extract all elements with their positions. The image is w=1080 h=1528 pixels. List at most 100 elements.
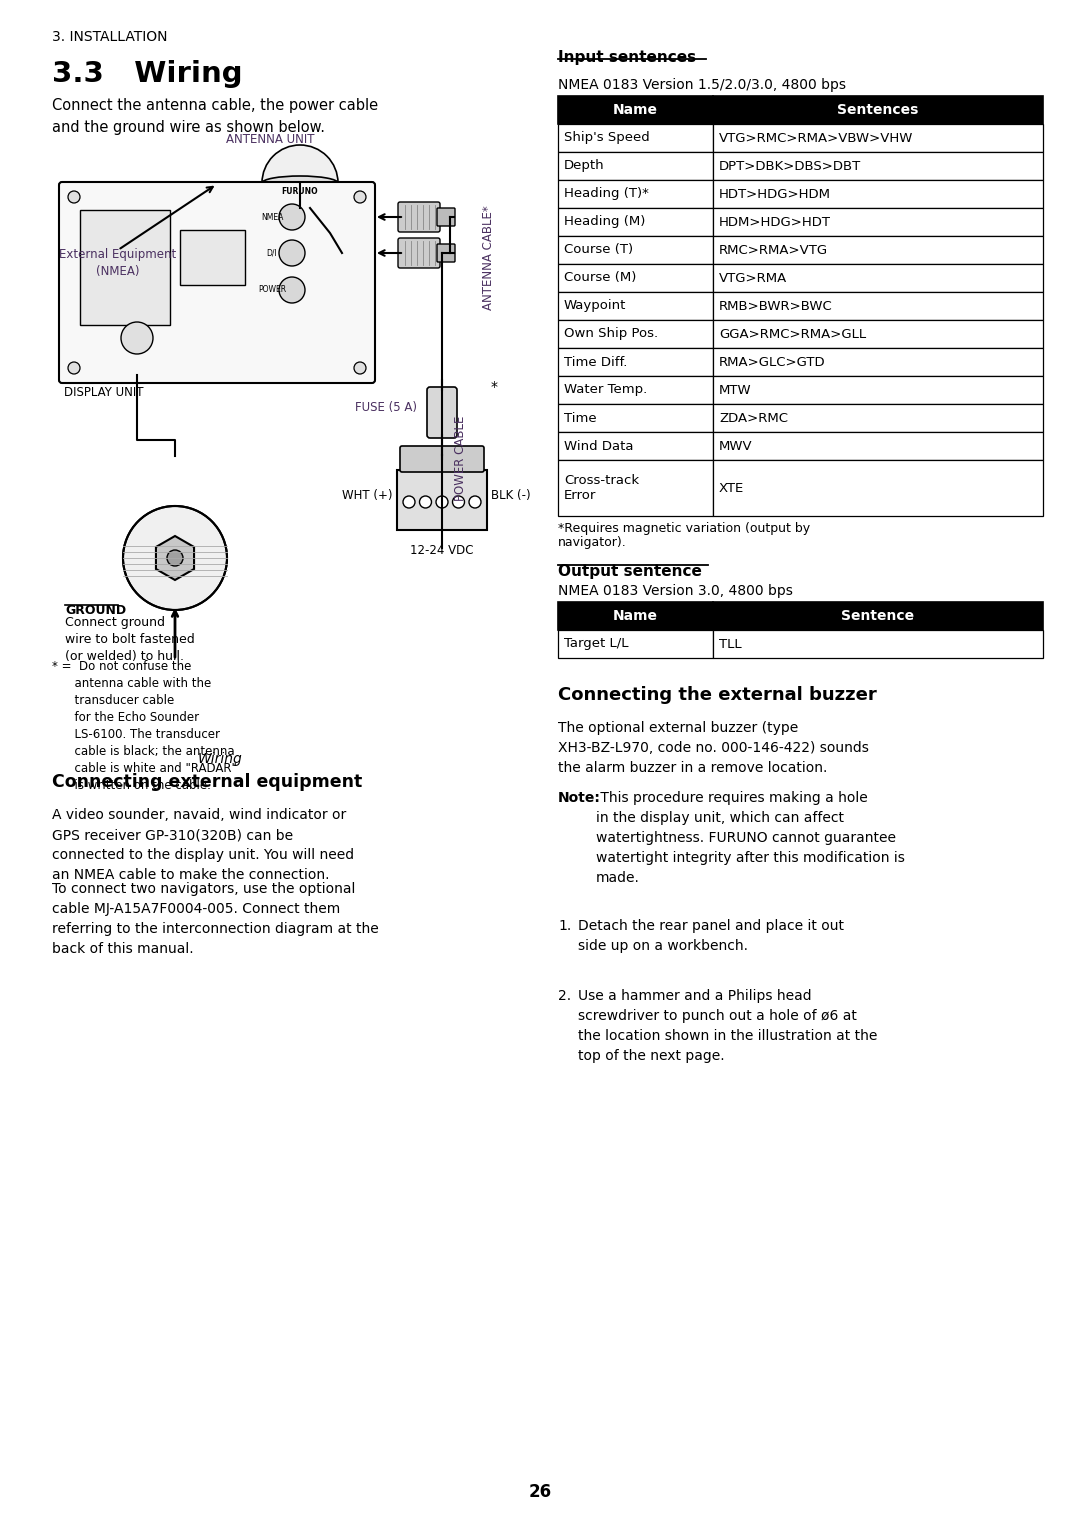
Text: Waypoint: Waypoint [564, 299, 626, 313]
Text: RMB>BWR>BWC: RMB>BWR>BWC [719, 299, 833, 313]
Bar [713, 460, 1043, 516]
Text: TLL: TLL [719, 637, 742, 651]
Bar [713, 208, 1043, 235]
Circle shape [279, 205, 305, 231]
Text: Heading (M): Heading (M) [564, 215, 646, 229]
FancyBboxPatch shape [427, 387, 457, 439]
Circle shape [68, 362, 80, 374]
Circle shape [167, 550, 183, 565]
Circle shape [436, 497, 448, 507]
Text: Connecting external equipment: Connecting external equipment [52, 773, 362, 792]
Bar [80, 209, 170, 325]
Text: RMC>RMA>VTG: RMC>RMA>VTG [719, 243, 828, 257]
Bar [713, 264, 1043, 292]
FancyBboxPatch shape [399, 202, 440, 232]
Text: ANTENNA UNIT: ANTENNA UNIT [226, 133, 314, 147]
Circle shape [419, 497, 432, 507]
Bar [713, 151, 1043, 180]
Text: Name: Name [613, 102, 658, 118]
Bar [558, 96, 713, 124]
Circle shape [279, 277, 305, 303]
Text: NMEA 0183 Version 3.0, 4800 bps: NMEA 0183 Version 3.0, 4800 bps [558, 584, 793, 597]
Text: ZDA>RMC: ZDA>RMC [719, 411, 788, 425]
Text: Output sentence: Output sentence [558, 564, 702, 579]
Text: DPT>DBK>DBS>DBT: DPT>DBK>DBS>DBT [719, 159, 861, 173]
Text: Time Diff.: Time Diff. [564, 356, 627, 368]
Text: 12-24 VDC: 12-24 VDC [410, 544, 474, 558]
Text: ANTENNA CABLE*: ANTENNA CABLE* [482, 206, 495, 310]
Text: FURUNO: FURUNO [282, 186, 319, 196]
Text: VTG>RMA: VTG>RMA [719, 272, 787, 284]
Text: XTE: XTE [719, 481, 744, 495]
Text: *Requires magnetic variation (output by: *Requires magnetic variation (output by [558, 523, 810, 535]
Text: BLK (-): BLK (-) [491, 489, 530, 501]
Circle shape [453, 497, 464, 507]
Bar [713, 124, 1043, 151]
Bar [713, 348, 1043, 376]
Bar [558, 208, 713, 235]
Text: MTW: MTW [719, 384, 752, 396]
Bar [558, 376, 713, 403]
Circle shape [403, 497, 415, 507]
Text: Wiring: Wiring [198, 752, 242, 766]
Text: GROUND: GROUND [65, 604, 126, 617]
Text: NMEA 0183 Version 1.5/2.0/3.0, 4800 bps: NMEA 0183 Version 1.5/2.0/3.0, 4800 bps [558, 78, 846, 92]
Text: 2.: 2. [558, 989, 571, 1002]
Circle shape [354, 362, 366, 374]
Bar [558, 348, 713, 376]
Text: Sentences: Sentences [837, 102, 919, 118]
Text: Course (M): Course (M) [564, 272, 636, 284]
Text: Course (T): Course (T) [564, 243, 633, 257]
Text: Water Temp.: Water Temp. [564, 384, 647, 396]
Text: Name: Name [613, 610, 658, 623]
Text: External Equipment
(NMEA): External Equipment (NMEA) [59, 248, 177, 278]
Text: Detach the rear panel and place it out
side up on a workbench.: Detach the rear panel and place it out s… [578, 918, 843, 953]
Bar [558, 403, 713, 432]
Text: Target L/L: Target L/L [564, 637, 629, 651]
FancyBboxPatch shape [437, 244, 455, 261]
Bar [558, 460, 713, 516]
Bar [713, 292, 1043, 319]
Bar [397, 471, 487, 530]
FancyBboxPatch shape [400, 446, 484, 472]
Text: D/I: D/I [267, 249, 278, 258]
Text: Depth: Depth [564, 159, 605, 173]
Text: Connect ground
wire to bolt fastened
(or welded) to hull.: Connect ground wire to bolt fastened (or… [65, 616, 194, 663]
Text: Input sentences: Input sentences [558, 50, 697, 66]
Text: 26: 26 [528, 1484, 552, 1500]
Text: This procedure requires making a hole
in the display unit, which can affect
wate: This procedure requires making a hole in… [596, 792, 905, 885]
Bar [558, 432, 713, 460]
Text: Connect the antenna cable, the power cable
and the ground wire as shown below.: Connect the antenna cable, the power cab… [52, 98, 378, 134]
Bar [558, 319, 713, 348]
Bar [713, 376, 1043, 403]
Text: Note:: Note: [558, 792, 600, 805]
Bar [558, 180, 713, 208]
Text: WHT (+): WHT (+) [342, 489, 393, 501]
Bar [713, 630, 1043, 659]
Text: 3. INSTALLATION: 3. INSTALLATION [52, 31, 167, 44]
Text: 1.: 1. [558, 918, 571, 934]
Circle shape [68, 191, 80, 203]
Bar [713, 180, 1043, 208]
Bar [713, 432, 1043, 460]
Bar [558, 630, 713, 659]
Text: navigator).: navigator). [558, 536, 626, 549]
Text: Time: Time [564, 411, 596, 425]
Bar [558, 602, 713, 630]
Text: To connect two navigators, use the optional
cable MJ-A15A7F0004-005. Connect the: To connect two navigators, use the optio… [52, 882, 379, 957]
FancyBboxPatch shape [437, 208, 455, 226]
Text: Wind Data: Wind Data [564, 440, 634, 452]
FancyBboxPatch shape [399, 238, 440, 267]
Text: Cross-track
Error: Cross-track Error [564, 474, 639, 503]
Bar [713, 235, 1043, 264]
Circle shape [279, 240, 305, 266]
Text: VTG>RMC>RMA>VBW>VHW: VTG>RMC>RMA>VBW>VHW [719, 131, 914, 145]
Ellipse shape [275, 203, 325, 212]
Text: The optional external buzzer (type
XH3-BZ-L970, code no. 000-146-422) sounds
the: The optional external buzzer (type XH3-B… [558, 721, 869, 775]
Text: MWV: MWV [719, 440, 753, 452]
Text: NMEA: NMEA [260, 212, 283, 222]
Text: POWER CABLE: POWER CABLE [454, 416, 467, 501]
Text: Connecting the external buzzer: Connecting the external buzzer [558, 686, 877, 704]
Text: * =  Do not confuse the
      antenna cable with the
      transducer cable
    : * = Do not confuse the antenna cable wit… [52, 660, 237, 792]
Text: Use a hammer and a Philips head
screwdriver to punch out a hole of ø6 at
the loc: Use a hammer and a Philips head screwdri… [578, 989, 877, 1063]
